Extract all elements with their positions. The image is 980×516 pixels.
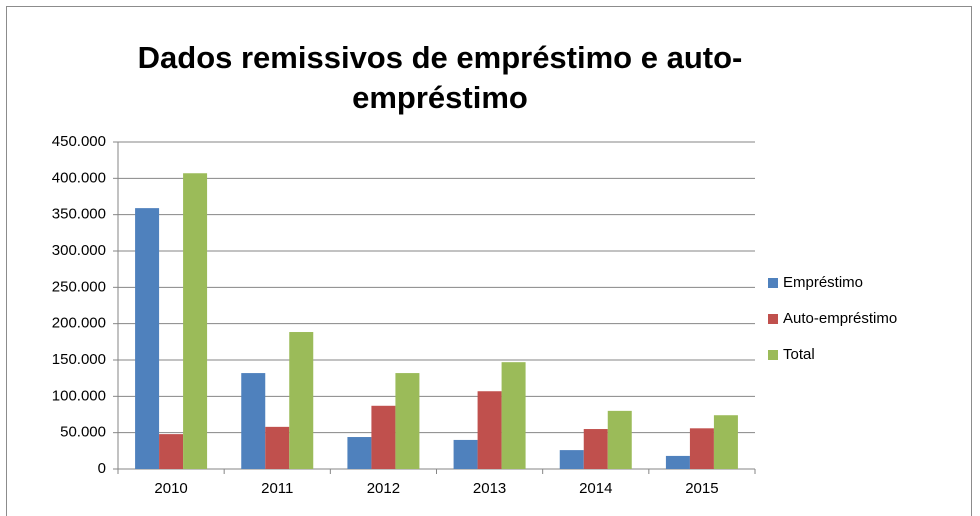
- chart-title: Dados remissivos de empréstimo e auto-em…: [137, 40, 743, 115]
- bar: [289, 332, 314, 469]
- y-tick-label: 350.000: [52, 206, 106, 223]
- bar: [583, 429, 608, 469]
- bar: [477, 391, 502, 469]
- y-tick-label: 250.000: [52, 278, 106, 295]
- legend-swatch: [768, 278, 778, 288]
- bar: [241, 373, 266, 469]
- y-tick-label: 400.000: [52, 169, 106, 186]
- bar: [665, 455, 690, 469]
- bar: [265, 426, 290, 469]
- y-tick-label: 100.000: [52, 387, 106, 404]
- bar: [559, 450, 584, 469]
- x-tick-label: 2011: [261, 480, 293, 497]
- legend-swatch: [768, 350, 778, 360]
- bar: [713, 415, 738, 469]
- legend-label: Total: [783, 346, 815, 363]
- bar: [371, 405, 396, 469]
- bar: [453, 439, 478, 469]
- bar: [347, 437, 372, 469]
- bar: [501, 362, 526, 469]
- bar: [607, 410, 632, 469]
- y-tick-label: 450.000: [52, 133, 106, 150]
- y-tick-label: 0: [98, 460, 106, 477]
- y-tick-label: 200.000: [52, 315, 106, 332]
- legend-label: Auto-empréstimo: [783, 310, 897, 327]
- y-tick-label: 150.000: [52, 351, 106, 368]
- bar: [395, 373, 420, 469]
- x-tick-label: 2013: [473, 480, 506, 497]
- y-tick-label: 300.000: [52, 242, 106, 259]
- x-tick-label: 2015: [685, 480, 718, 497]
- bar: [689, 428, 714, 469]
- bar: [159, 434, 184, 469]
- y-tick-label: 50.000: [60, 424, 106, 441]
- x-tick-label: 2010: [154, 480, 187, 497]
- legend-label: Empréstimo: [783, 274, 863, 291]
- chart-frame: [6, 6, 972, 516]
- x-tick-label: 2012: [367, 480, 400, 497]
- legend-swatch: [768, 314, 778, 324]
- x-tick-label: 2014: [579, 480, 612, 497]
- bar: [183, 173, 208, 469]
- bar: [135, 208, 160, 470]
